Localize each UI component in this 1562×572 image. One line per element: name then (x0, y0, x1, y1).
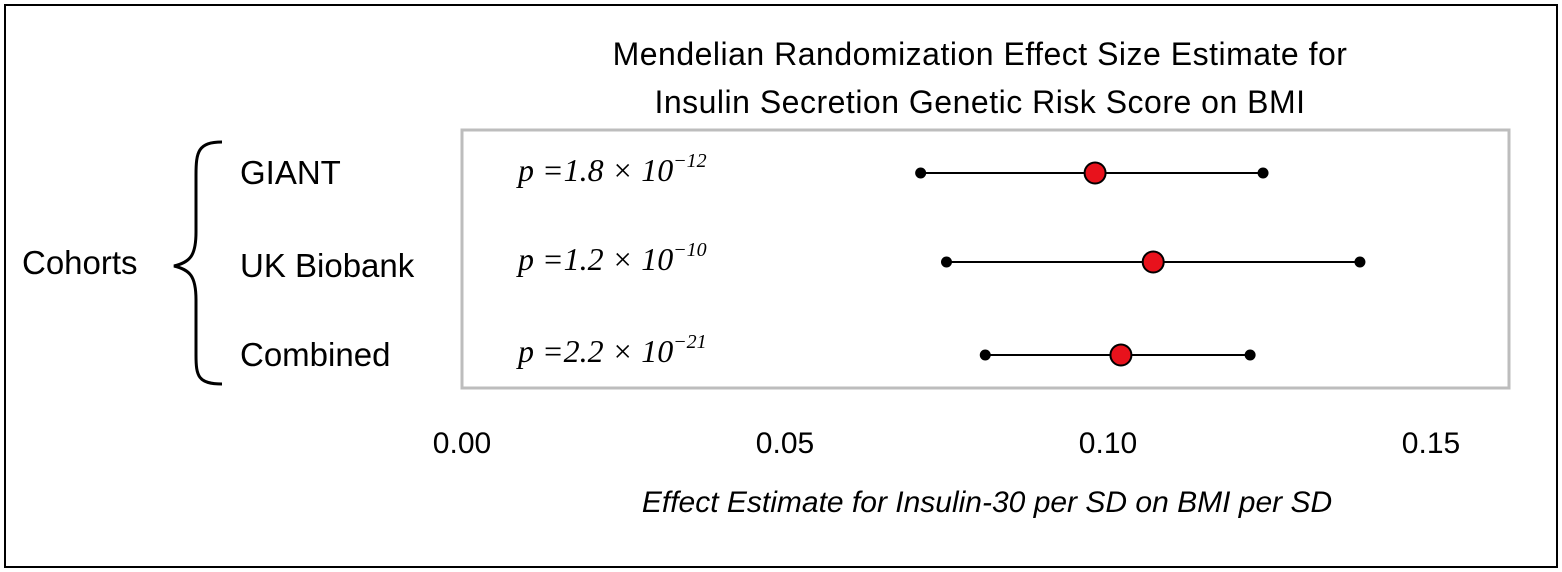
x-tick-label-1: 0.05 (755, 427, 815, 460)
chart-title-line-1: Mendelian Randomization Effect Size Esti… (612, 36, 1348, 72)
estimate-point-uk-biobank (1141, 250, 1165, 274)
p-value-base: p =2.2 × 10 (518, 333, 674, 369)
p-value-exponent: −12 (673, 150, 707, 173)
x-axis-label: Effect Estimate for Insulin-30 per SD on… (641, 486, 1333, 519)
ci-high-dot-giant (1257, 167, 1269, 179)
p-value-giant: p =1.8 × 10−12 (518, 150, 707, 189)
p-value-combined: p =2.2 × 10−21 (518, 331, 707, 370)
ci-low-dot-uk-biobank (941, 256, 952, 268)
x-tick-label-2: 0.10 (1078, 427, 1138, 460)
p-value-base: p =1.2 × 10 (518, 241, 674, 277)
p-value-exponent: −21 (673, 331, 707, 354)
chart-title-line-2: Insulin Secretion Genetic Risk Score on … (654, 84, 1306, 120)
p-value-base: p =1.8 × 10 (518, 152, 674, 188)
row-label-giant: GIANT (240, 154, 341, 191)
group-label: Cohorts (22, 244, 138, 281)
estimate-point-giant (1083, 161, 1107, 185)
estimate-point-combined (1109, 343, 1133, 367)
figure-frame (4, 4, 1558, 568)
p-value-exponent: −10 (673, 239, 707, 262)
p-value-uk-biobank: p =1.2 × 10−10 (518, 239, 707, 278)
ci-high-dot-uk-biobank (1354, 256, 1366, 268)
ci-low-dot-combined (979, 349, 991, 361)
ci-low-dot-giant (915, 167, 927, 179)
cohorts-brace (173, 140, 223, 386)
x-tick-label-3: 0.15 (1401, 427, 1461, 460)
x-tick-label-0: 0.00 (432, 427, 492, 460)
row-label-combined: Combined (240, 336, 391, 373)
ci-high-dot-combined (1244, 349, 1256, 361)
plot-area-border (460, 128, 1511, 390)
row-label-uk-biobank: UK Biobank (240, 247, 415, 284)
